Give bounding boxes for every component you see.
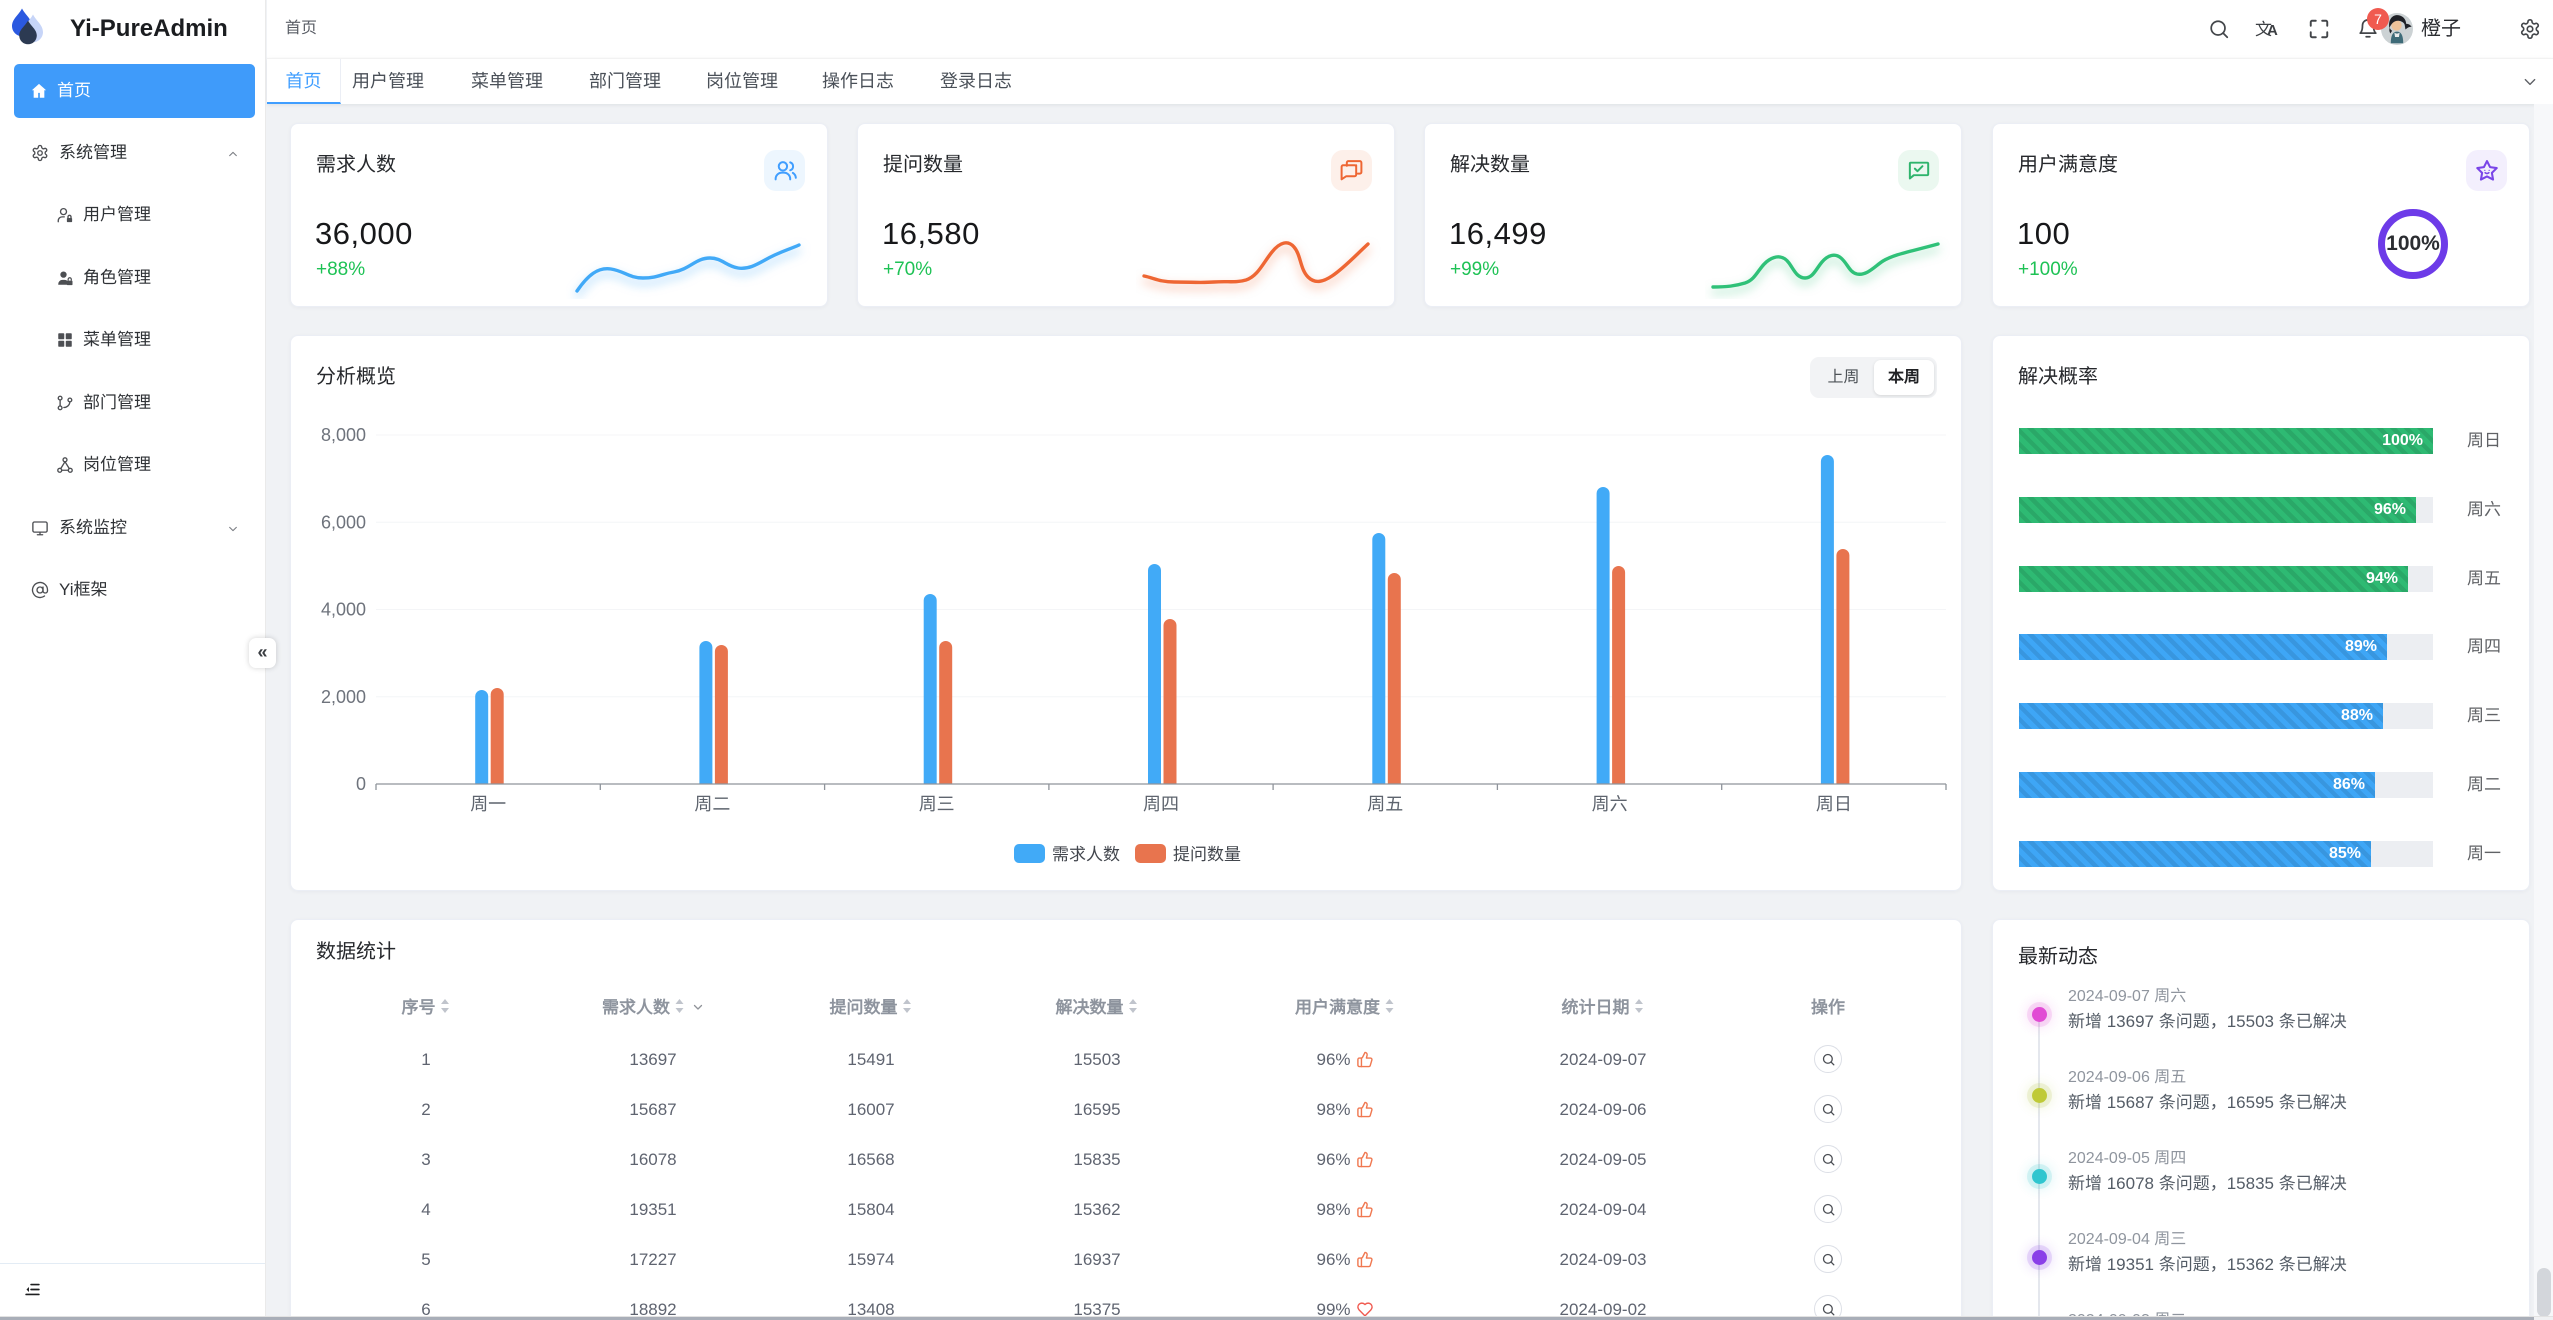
svg-text:周五: 周五 <box>1367 794 1403 814</box>
svg-text:需求人数: 需求人数 <box>1052 845 1120 864</box>
svg-text:周日: 周日 <box>1816 794 1852 814</box>
svg-text:周三: 周三 <box>919 794 955 814</box>
svg-text:周六: 周六 <box>1592 794 1628 814</box>
svg-text:2,000: 2,000 <box>321 687 366 707</box>
svg-text:0: 0 <box>356 774 366 794</box>
svg-text:提问数量: 提问数量 <box>1173 845 1241 864</box>
svg-text:周四: 周四 <box>1143 794 1179 814</box>
svg-text:6,000: 6,000 <box>321 512 366 532</box>
svg-text:周一: 周一 <box>470 794 506 814</box>
svg-text:8,000: 8,000 <box>321 425 366 445</box>
svg-text:周二: 周二 <box>694 794 730 814</box>
svg-text:4,000: 4,000 <box>321 600 366 620</box>
